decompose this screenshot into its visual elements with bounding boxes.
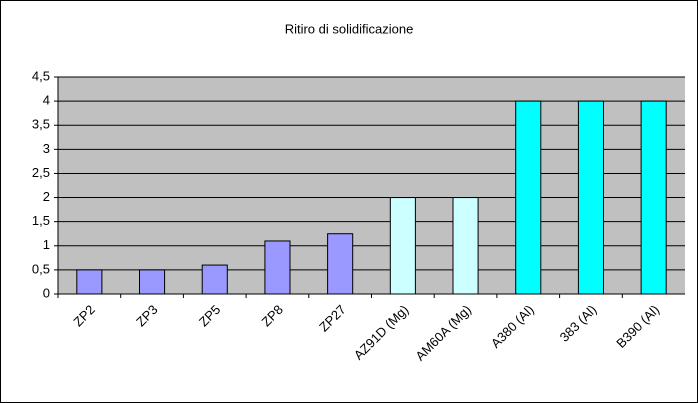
chart-title: Ritiro di solidificazione — [285, 21, 414, 36]
y-tick-label: 2,5 — [32, 165, 50, 180]
bar — [264, 240, 291, 295]
bar — [327, 233, 354, 295]
bar — [76, 269, 103, 295]
bar — [577, 100, 604, 295]
bar — [515, 100, 542, 295]
y-tick-label: 0,5 — [32, 261, 50, 276]
bar — [452, 197, 479, 295]
bar — [640, 100, 667, 295]
bar — [201, 264, 228, 295]
y-tick-label: 4 — [43, 93, 50, 108]
bar — [389, 197, 416, 295]
y-tick-label: 0 — [43, 285, 50, 300]
bar — [139, 269, 166, 295]
y-tick-label: 3,5 — [32, 117, 50, 132]
y-tick-label: 3 — [43, 141, 50, 156]
y-tick-label: 1,5 — [32, 213, 50, 228]
y-tick-label: 2 — [43, 189, 50, 204]
y-tick-label: 1 — [43, 237, 50, 252]
y-tick-label: 4,5 — [32, 68, 50, 83]
